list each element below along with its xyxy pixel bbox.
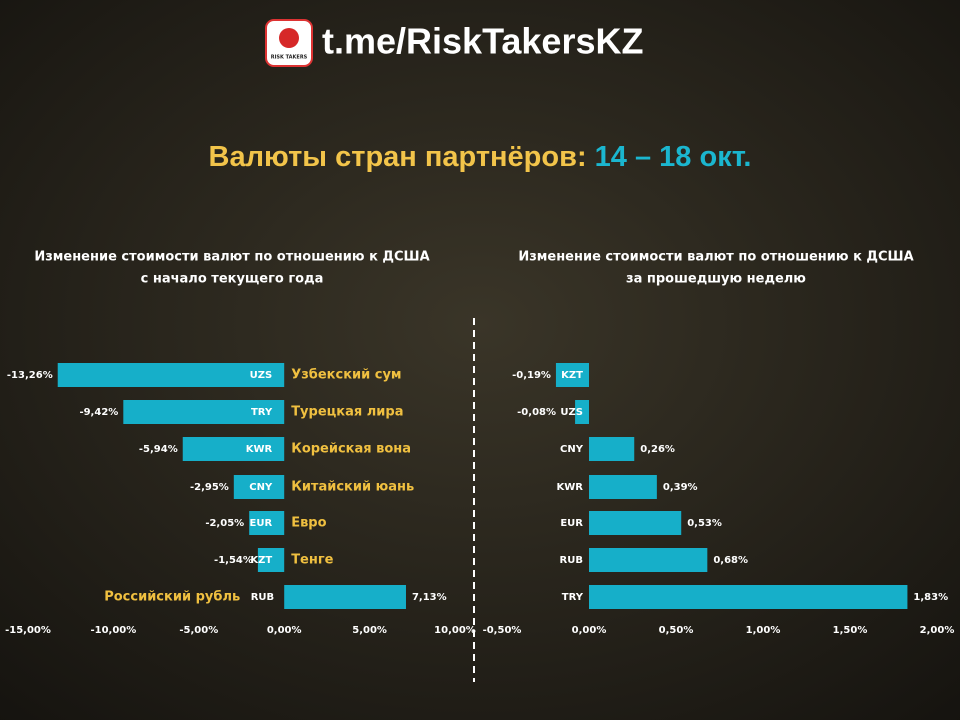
logo-icon: [279, 28, 299, 48]
currency-code: CNY: [560, 444, 584, 455]
x-tick-label: 2,00%: [920, 625, 955, 636]
bar: [284, 585, 406, 609]
currency-code: KZT: [561, 370, 583, 381]
x-tick-label: 0,50%: [659, 625, 694, 636]
currency-name: Турецкая лира: [291, 405, 403, 420]
bar: [589, 511, 682, 535]
x-tick-label: 10,00%: [434, 625, 476, 636]
currency-code: KZT: [250, 555, 272, 566]
bar: [555, 363, 589, 387]
currency-name: Тенге: [291, 553, 333, 568]
x-tick-label: -5,00%: [179, 625, 218, 636]
currency-code: EUR: [250, 518, 273, 529]
x-tick-label: -0,50%: [483, 625, 522, 636]
bar: [182, 437, 285, 461]
value-label: 7,13%: [412, 592, 447, 603]
bar: [123, 400, 285, 424]
currency-name: Корейская вона: [291, 442, 411, 457]
currency-code: UZS: [250, 370, 273, 381]
bar: [589, 548, 708, 572]
x-tick-label: 0,00%: [572, 625, 607, 636]
currency-code: RUB: [560, 555, 583, 566]
currency-name: Российский рубль: [104, 590, 240, 605]
bar: [589, 437, 635, 461]
bar: [233, 475, 285, 499]
value-label: 0,26%: [640, 444, 675, 455]
value-label: 0,39%: [663, 482, 698, 493]
date: 14 – 18 окт.: [595, 141, 752, 173]
currency-code: TRY: [562, 592, 584, 603]
currency-code: KWR: [557, 482, 584, 493]
value-label: -0,19%: [512, 370, 551, 381]
bar: [57, 363, 285, 387]
chart-subtitle: за прошедшую неделю: [626, 272, 806, 287]
x-tick-label: 1,50%: [833, 625, 868, 636]
value-label: -13,26%: [7, 370, 53, 381]
chart-title: Изменение стоимости валют по отношению к…: [34, 250, 429, 265]
value-label: -0,08%: [517, 407, 556, 418]
bar: [589, 475, 657, 499]
link: t.me/RiskTakersKZ: [322, 21, 643, 62]
currency-code: KWR: [246, 444, 273, 455]
value-label: 0,68%: [713, 555, 748, 566]
bar: [257, 548, 285, 572]
chart-title: Изменение стоимости валют по отношению к…: [518, 250, 913, 265]
value-label: -9,42%: [79, 407, 118, 418]
value-label: -2,05%: [205, 518, 244, 529]
x-tick-label: -10,00%: [90, 625, 136, 636]
x-tick-label: 5,00%: [352, 625, 387, 636]
value-label: 0,53%: [687, 518, 722, 529]
currency-code: RUB: [251, 592, 274, 603]
value-label: -5,94%: [139, 444, 178, 455]
x-tick-label: 1,00%: [746, 625, 781, 636]
logo-text: RISK TAKERS: [271, 55, 308, 61]
x-tick-label: 0,00%: [267, 625, 302, 636]
currency-code: CNY: [249, 482, 273, 493]
headline: Валюты стран партнёров: 14 – 18 окт.: [209, 141, 752, 173]
bar: [249, 511, 285, 535]
currency-name: Узбекский сум: [291, 368, 401, 383]
bar: [589, 585, 908, 609]
value-label: -2,95%: [190, 482, 229, 493]
value-label: 1,83%: [913, 592, 948, 603]
currency-code: UZS: [560, 407, 583, 418]
value-label: -1,54%: [214, 555, 253, 566]
currency-name: Китайский юань: [291, 480, 414, 495]
currency-code: TRY: [251, 407, 273, 418]
x-tick-label: -15,00%: [5, 625, 51, 636]
bar: [575, 400, 589, 424]
currency-code: EUR: [560, 518, 583, 529]
currency-name: Евро: [291, 516, 326, 531]
title: Валюты стран партнёров:: [209, 141, 587, 173]
chart-subtitle: с начало текущего года: [141, 272, 324, 287]
